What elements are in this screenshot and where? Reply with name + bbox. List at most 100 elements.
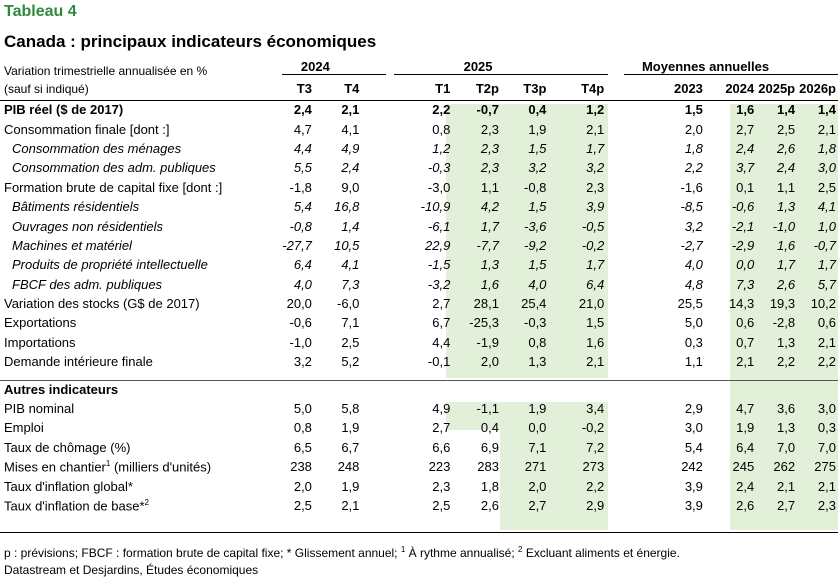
table-cell: 242	[681, 459, 703, 475]
table-cell: 1,3	[777, 420, 796, 436]
table-cell: 4,1	[817, 199, 836, 215]
table-cell: 22,9	[425, 237, 451, 253]
table-cell: 2,7	[432, 420, 451, 436]
table-cell: 28,1	[473, 296, 499, 312]
table-cell: -0,8	[289, 218, 312, 234]
table-cell: -3,2	[427, 276, 451, 292]
table-cell: 4,0	[293, 276, 312, 292]
table-cell: -6,1	[427, 218, 451, 234]
table-cell: 5,2	[341, 354, 360, 370]
rule-2024	[282, 74, 386, 75]
table-cell: 1,4	[341, 218, 360, 234]
table-cell: 6,5	[293, 439, 312, 455]
table-cell: 2,4	[341, 160, 360, 176]
table-cell: 2,3	[480, 140, 499, 156]
row-label: FBCF des adm. publiques	[12, 276, 163, 292]
table-cell: 275	[814, 459, 836, 475]
row-label: Consommation finale [dont :]	[4, 121, 170, 137]
table-cell: 1,4	[817, 102, 836, 118]
row-label: Ouvrages non résidentiels	[12, 218, 164, 234]
table-cell: 1,1	[480, 179, 499, 195]
group-header-annual: Moyennes annuelles	[641, 58, 770, 74]
table-cell: 1,6	[480, 276, 499, 292]
table-cell: -1,1	[476, 401, 499, 417]
table-cell: 3,6	[777, 401, 796, 417]
table-cell: 0,3	[684, 334, 703, 350]
table-cell: -27,7	[282, 237, 312, 253]
table-cell: 2,1	[736, 354, 755, 370]
table-cell: 2,7	[736, 121, 755, 137]
table-cell: 1,3	[480, 257, 499, 273]
table-cell: -1,9	[476, 334, 499, 350]
table-cell: 2,9	[684, 401, 703, 417]
table-cell: 2,7	[432, 296, 451, 312]
table-cell: -1,8	[289, 179, 312, 195]
table-cell: -1,5	[427, 257, 451, 273]
table-cell: 4,9	[432, 401, 451, 417]
table-cell: -0,8	[524, 179, 547, 195]
table-cell: 2,4	[736, 478, 755, 494]
units-note-2: (sauf si indiqué)	[4, 82, 89, 96]
column-header: 2024	[725, 80, 755, 96]
table-cell: 2,6	[777, 140, 796, 156]
table-cell: 0,8	[528, 334, 547, 350]
table-cell: -8,5	[680, 199, 703, 215]
table-cell: -0,7	[476, 102, 499, 118]
table-cell: 2,0	[528, 478, 547, 494]
table-cell: 3,2	[684, 218, 703, 234]
table-cell: 223	[428, 459, 451, 475]
table-cell: 1,9	[341, 420, 360, 436]
table-cell: 4,4	[293, 140, 312, 156]
table-row: Exportations -0,6 7,1 6,7 -25,3 -0,3 1,5 5,0 0,6…	[0, 313, 840, 332]
table-cell: 2,0	[480, 354, 499, 370]
table-cell: 2,0	[293, 478, 312, 494]
table-cell: 1,7	[817, 257, 836, 273]
row-label: Bâtiments résidentiels	[12, 199, 140, 215]
column-header: T4p	[581, 80, 605, 96]
table-cell: 0,0	[736, 257, 755, 273]
table-cell: 2,2	[817, 354, 836, 370]
group-header-2025: 2025	[463, 58, 493, 74]
table-cell: 1,7	[586, 140, 605, 156]
row-label: Taux d'inflation de base*2	[4, 497, 149, 514]
table-cell: 7,0	[817, 439, 836, 455]
table-cell: -0,6	[289, 315, 312, 331]
table-cell: -3,6	[524, 218, 547, 234]
table-cell: 7,3	[341, 276, 360, 292]
table-row: Bâtiments résidentiels 5,4 16,8 -10,9 4,2 1,5…	[0, 197, 840, 216]
table-cell: 25,4	[521, 296, 547, 312]
table-cell: 0,6	[736, 315, 755, 331]
table-cell: 2,0	[684, 121, 703, 137]
table-cell: 1,9	[528, 401, 547, 417]
table-cell: 2,3	[817, 498, 836, 513]
table-cell: -0,5	[581, 218, 605, 234]
table-cell: 7,1	[341, 315, 360, 331]
table-cell: 2,1	[817, 478, 836, 494]
table-cell: 1,5	[528, 140, 547, 156]
table-cell: 2,6	[777, 276, 796, 292]
table-cell: 3,9	[586, 199, 605, 215]
table-cell: 3,0	[817, 160, 836, 176]
rule-2025	[394, 74, 608, 75]
table-cell: 1,1	[777, 179, 796, 195]
table-cell: -0,3	[524, 315, 547, 331]
table-cell: 3,9	[684, 498, 703, 513]
table-title: Canada : principaux indicateurs économiq…	[4, 32, 377, 51]
table-cell: 6,9	[480, 439, 499, 455]
rule-header-bottom	[0, 100, 838, 101]
table-cell: 2,4	[777, 160, 796, 176]
table-cell: 1,8	[817, 140, 836, 156]
table-cell: 1,9	[736, 420, 755, 436]
table-row: Consommation des ménages 4,4 4,9 1,2 2,3 1,5 1…	[0, 139, 840, 158]
table-cell: 1,9	[528, 121, 547, 137]
table-row: Taux d'inflation de base*2 2,5 2,1 2,5 2,6 2,…	[0, 496, 840, 515]
table-cell: 7,0	[777, 439, 796, 455]
table-cell: 0,8	[432, 121, 451, 137]
forecast-shade-quarterly	[446, 104, 608, 378]
table-cell: 2,1	[341, 498, 360, 513]
table-row: Consommation des adm. publiques 5,5 2,4 -0,…	[0, 158, 840, 177]
row-label: Demande intérieure finale	[4, 354, 153, 370]
table-cell: 4,7	[293, 121, 312, 137]
group-header-2024: 2024	[300, 58, 330, 74]
table-cell: 3,9	[684, 478, 703, 494]
